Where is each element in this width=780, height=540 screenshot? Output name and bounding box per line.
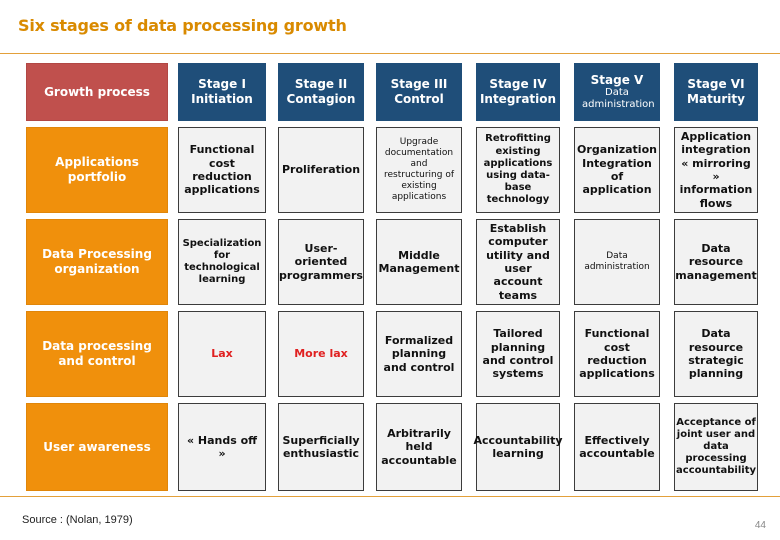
- header-stage-3: Stage III Control: [376, 63, 462, 121]
- stage-name: Integration: [479, 92, 557, 106]
- stage-label: Stage IV: [489, 77, 547, 92]
- table-cell-more-lax: More lax: [278, 311, 364, 397]
- table-cell: Proliferation: [278, 127, 364, 213]
- header-stage-1: Stage I Initiation: [178, 63, 266, 121]
- more-lax-text: More lax: [294, 347, 348, 361]
- header-stage-4: Stage IV Integration: [476, 63, 560, 121]
- table-cell: Superficially enthusiastic: [278, 403, 364, 491]
- stage-label: Stage VI: [687, 77, 745, 92]
- title-divider: [0, 53, 780, 54]
- table-cell: Middle Management: [376, 219, 462, 305]
- stage-name: Control: [394, 92, 444, 106]
- stage-name: Contagion: [286, 92, 356, 106]
- header-stage-5: Stage V Data administration: [574, 63, 660, 121]
- table-cell: Retrofitting existing applications using…: [476, 127, 560, 213]
- lax-text: Lax: [211, 347, 233, 361]
- page-title: Six stages of data processing growth: [18, 16, 347, 35]
- row-label-applications-portfolio: Applications portfolio: [26, 127, 168, 213]
- table-cell: Application integration « mirroring » in…: [674, 127, 758, 213]
- table-cell: Upgrade documentation and restructuring …: [376, 127, 462, 213]
- table-cell: Organization Integration of application: [574, 127, 660, 213]
- table-cell: Functional cost reduction applications: [178, 127, 266, 213]
- stage-label: Stage II: [294, 77, 348, 92]
- table-cell: Establish computer utility and user acco…: [476, 219, 560, 305]
- table-cell: Tailored planning and control systems: [476, 311, 560, 397]
- row-label-data-processing-organization: Data Processing organization: [26, 219, 168, 305]
- header-growth-process: Growth process: [26, 63, 168, 121]
- table-cell: Data administration: [574, 219, 660, 305]
- source-citation: Source : (Nolan, 1979): [22, 514, 133, 526]
- stage-label: Stage V: [590, 72, 644, 87]
- row-label-user-awareness: User awareness: [26, 403, 168, 491]
- table-cell: Formalized planning and control: [376, 311, 462, 397]
- stage-label: Stage I: [198, 77, 246, 92]
- page-number: 44: [754, 520, 766, 531]
- stage-name: Data administration: [582, 87, 655, 111]
- table-cell: Acceptance of joint user and data proces…: [674, 403, 758, 491]
- table-cell: Specialization for technological learnin…: [178, 219, 266, 305]
- table-cell: Effectively accountable: [574, 403, 660, 491]
- stage-name: Initiation: [191, 92, 253, 106]
- row-label-data-processing-control: Data processing and control: [26, 311, 168, 397]
- stage-name: Maturity: [687, 92, 745, 106]
- table-cell: Accountability learning: [473, 403, 563, 491]
- table-cell: Arbitrarily held accountable: [376, 403, 462, 491]
- table-cell-lax: Lax: [178, 311, 266, 397]
- header-stage-6: Stage VI Maturity: [674, 63, 758, 121]
- table-cell: Data resource management: [674, 219, 758, 305]
- table-cell: Data resource strategic planning: [674, 311, 758, 397]
- footer-divider: [0, 496, 780, 497]
- table-cell: User-oriented programmers: [278, 219, 364, 305]
- table-cell: Functional cost reduction applications: [574, 311, 660, 397]
- stage-label: Stage III: [390, 77, 448, 92]
- table-cell: « Hands off »: [178, 403, 266, 491]
- header-stage-2: Stage II Contagion: [278, 63, 364, 121]
